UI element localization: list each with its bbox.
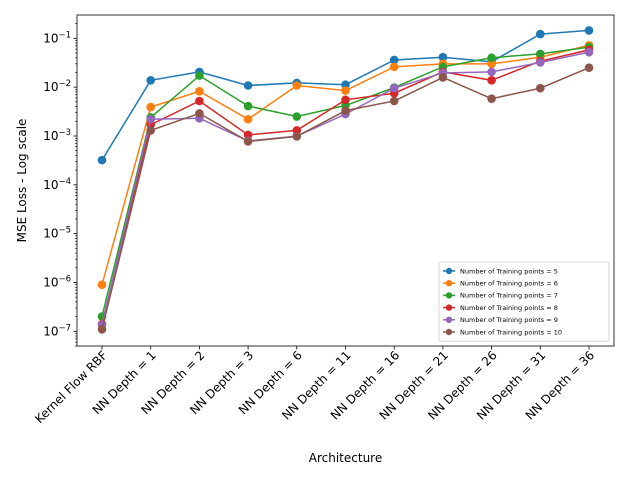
- data-point: [536, 58, 545, 67]
- data-point: [584, 47, 594, 57]
- plot-frame: [76, 14, 615, 347]
- data-point: [195, 109, 204, 118]
- legend-item: Number of Training points = 9: [443, 316, 558, 324]
- y-tick-label: 10−5: [43, 226, 71, 241]
- data-point: [97, 324, 107, 334]
- data-point: [341, 95, 350, 105]
- data-point: [243, 81, 253, 90]
- data-point: [146, 126, 155, 135]
- data-point: [243, 114, 253, 124]
- legend-label: Number of Training points = 7: [460, 292, 558, 300]
- data-point: [536, 29, 545, 39]
- data-point: [146, 102, 155, 112]
- y-axis-label: MSE Loss - Log scale: [15, 119, 29, 243]
- legend-item: Number of Training points = 5: [443, 267, 558, 275]
- y-tick-label: 10−2: [43, 79, 71, 94]
- data-point: [97, 280, 107, 290]
- legend: Number of Training points = 5 Number of T…: [438, 261, 610, 342]
- y-tick-label: 10−7: [43, 323, 71, 338]
- x-axis-label: Architecture: [309, 451, 382, 465]
- data-point: [341, 106, 350, 115]
- data-point: [243, 137, 253, 146]
- data-point: [341, 86, 350, 95]
- y-tick-label: 10−4: [43, 177, 71, 192]
- legend-box: [438, 261, 610, 342]
- data-point: [487, 94, 496, 103]
- legend-item: Number of Training points = 6: [443, 280, 558, 288]
- data-point: [438, 73, 448, 82]
- data-point: [243, 101, 253, 111]
- legend-marker: [445, 304, 453, 311]
- series: [97, 63, 594, 334]
- data-point: [195, 96, 204, 106]
- data-point: [389, 62, 399, 72]
- data-point: [195, 87, 204, 96]
- data-point: [487, 59, 496, 69]
- legend-label: Number of Training points = 10: [460, 328, 562, 336]
- data-point: [146, 76, 155, 85]
- data-point: [487, 76, 496, 85]
- y-tick-label: 10−3: [43, 128, 71, 143]
- data-point: [389, 83, 399, 93]
- legend-marker: [445, 267, 453, 275]
- data-point: [536, 83, 545, 93]
- legend-item: Number of Training points = 7: [443, 292, 558, 300]
- data-point: [584, 63, 594, 73]
- y-tick-label: 10−1: [43, 30, 71, 45]
- legend-marker: [445, 280, 453, 287]
- data-point: [292, 81, 302, 90]
- legend-item: Number of Training points = 8: [443, 304, 558, 312]
- legend-label: Number of Training points = 6: [460, 280, 558, 288]
- data-point: [584, 26, 594, 35]
- y-tick-label: 10−6: [43, 274, 71, 289]
- series: [97, 42, 594, 321]
- legend-marker: [445, 316, 453, 323]
- data-point: [487, 53, 496, 63]
- legend-marker: [445, 292, 453, 299]
- legend-marker: [445, 328, 453, 336]
- data-point: [389, 96, 399, 106]
- data-point: [536, 49, 545, 59]
- data-point: [146, 114, 155, 124]
- legend-item: Number of Training points = 10: [443, 328, 562, 336]
- data-point: [487, 67, 496, 77]
- legend-label: Number of Training points = 9: [460, 316, 558, 324]
- data-point: [389, 55, 399, 65]
- data-point: [292, 112, 302, 121]
- data-point: [97, 155, 107, 165]
- data-point: [438, 52, 448, 62]
- data-point: [292, 132, 302, 141]
- data-point: [243, 130, 253, 140]
- series-layer: [97, 26, 594, 334]
- legend-label: Number of Training points = 8: [460, 304, 558, 312]
- data-point: [195, 71, 204, 80]
- legend-label: Number of Training points = 5: [460, 267, 558, 275]
